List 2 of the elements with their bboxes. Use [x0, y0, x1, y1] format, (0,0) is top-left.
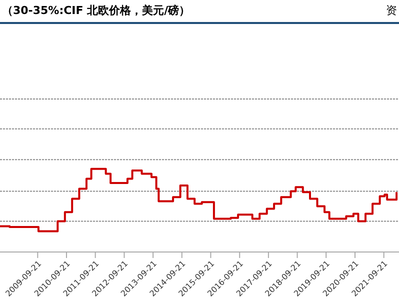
chart-title: （30-35%:CIF 北欧价格，美元/磅） [2, 3, 190, 18]
text: 资 [386, 3, 397, 18]
